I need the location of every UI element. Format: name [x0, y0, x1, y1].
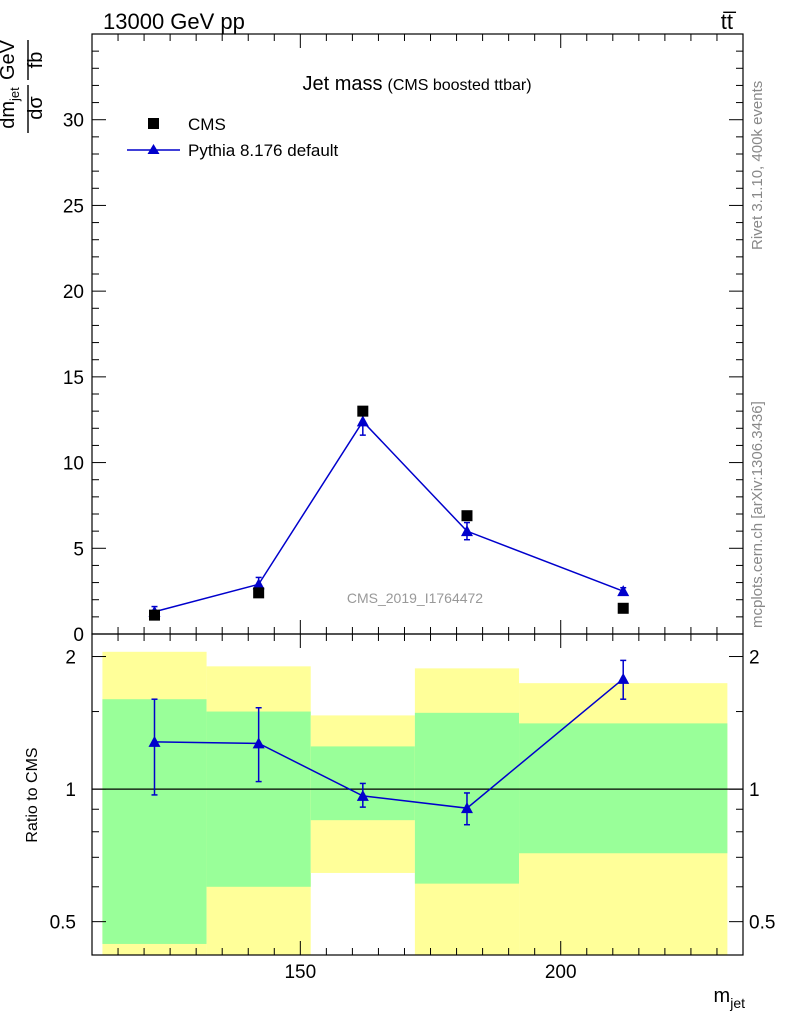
- cms-data-point: [357, 405, 369, 417]
- ratio-pythia-point: [460, 802, 473, 814]
- side-label-mcplots: mcplots.cern.ch [arXiv:1306.3436]: [749, 401, 766, 628]
- ratio-y-tick-label-right: 1: [749, 780, 760, 801]
- ratio-pythia-point: [356, 789, 369, 801]
- y-tick-label: 15: [63, 368, 84, 389]
- cms-data-point: [617, 602, 629, 614]
- y-label-unit-den: GeV: [0, 39, 19, 80]
- ratio-y-tick-label-left: 0.5: [50, 913, 76, 934]
- x-tick-label: 150: [284, 962, 316, 983]
- legend-label-pythia: Pythia 8.176 default: [188, 141, 339, 160]
- legend-label-cms: CMS: [188, 115, 226, 134]
- ratio-y-tick-label-right: 0.5: [749, 913, 775, 934]
- pythia-point: [460, 525, 473, 537]
- ratio-y-tick-label-left: 1: [65, 780, 76, 801]
- y-axis-label-ratio: Ratio to CMS: [24, 747, 41, 842]
- cms-data-point: [148, 609, 160, 621]
- plot-title: Jet mass (CMS boosted ttbar): [302, 73, 531, 95]
- beam-label: 13000 GeV pp: [103, 9, 245, 34]
- ratio-pythia-point: [148, 735, 161, 747]
- ratio-pythia-point: [252, 737, 265, 749]
- ratio-y-tick-label-right: 2: [749, 648, 760, 669]
- legend-marker-cms: [148, 118, 159, 129]
- y-label-numerator: dσ: [25, 96, 47, 120]
- pythia-point: [252, 578, 265, 590]
- process-label: tt̅: [721, 9, 737, 34]
- y-label-denominator: dm: [0, 101, 19, 129]
- pythia-line: [154, 420, 624, 613]
- ratio-y-tick-label-left: 2: [65, 648, 76, 669]
- y-tick-label: 30: [63, 111, 84, 132]
- analysis-watermark: CMS_2019_I1764472: [347, 590, 483, 606]
- svg-text:dmjet: dmjet: [0, 87, 22, 129]
- cms-data-point: [461, 510, 473, 522]
- legend: CMS Pythia 8.176 default: [127, 115, 339, 160]
- legend-marker-pythia: [147, 144, 160, 154]
- ratio-pythia-point: [617, 672, 630, 684]
- y-tick-label: 25: [63, 196, 84, 217]
- y-tick-label: 0: [73, 625, 84, 646]
- svg-text:GeV: GeV: [0, 39, 19, 80]
- y-tick-label: 20: [63, 282, 84, 303]
- ratio-band-inner-4: [519, 723, 728, 854]
- main-plot-panel: 0 5 10 15 20 25 30: [63, 33, 744, 646]
- x-tick-label: 200: [545, 962, 577, 983]
- ratio-plot-frame: [91, 633, 744, 956]
- cms-data-point: [253, 587, 265, 599]
- y-axis-label-main: dσ dmjet fb GeV: [0, 39, 47, 133]
- plot-title-main: Jet mass: [302, 73, 382, 95]
- x-axis-label: mjet: [714, 985, 746, 1011]
- y-tick-label: 10: [63, 454, 84, 475]
- plot-title-sub: (CMS boosted ttbar): [387, 77, 531, 94]
- y-tick-label: 5: [73, 539, 84, 560]
- ratio-plot-panel: 150 200 0.5 0.5 1 1 2 2: [50, 633, 775, 983]
- svg-text:fb: fb: [25, 52, 47, 69]
- y-label-unit-num: fb: [25, 52, 47, 69]
- pythia-point: [356, 415, 369, 427]
- side-label-rivet: Rivet 3.1.10, 400k events: [749, 81, 766, 250]
- svg-text:dσ: dσ: [25, 96, 47, 120]
- pythia-point: [617, 585, 630, 597]
